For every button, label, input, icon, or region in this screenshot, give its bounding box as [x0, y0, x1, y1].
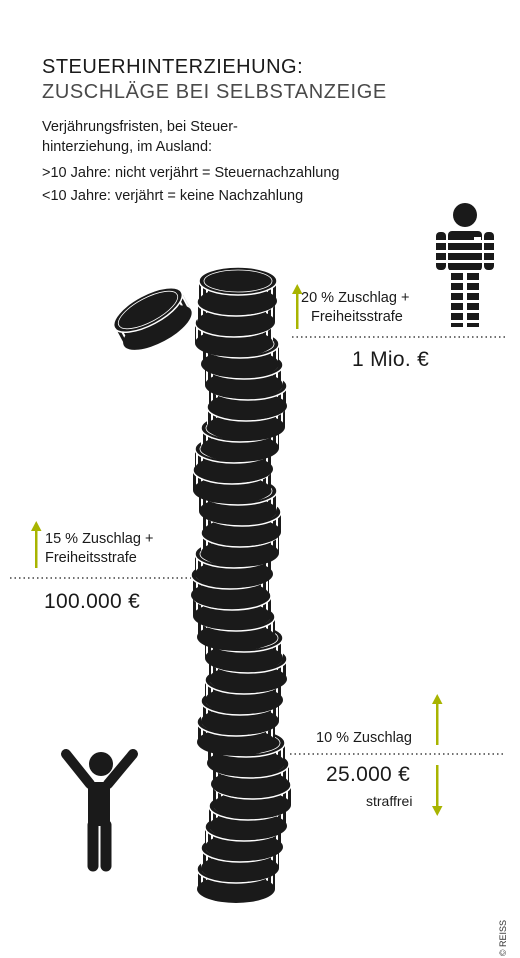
arrow-up-icon — [31, 521, 42, 568]
falling-coin-icon — [107, 279, 198, 359]
threshold-25000-below-label: straffrei — [366, 793, 412, 809]
coin-stack-icon — [191, 267, 291, 903]
threshold-25000-amount: 25.000 € — [326, 763, 410, 787]
copyright: © REISS — [498, 920, 508, 956]
surcharge-line-1: 20 % Zuschlag + — [301, 289, 409, 308]
threshold-1mio-surcharge: 20 % Zuschlag + Freiheitsstrafe — [301, 289, 409, 327]
surcharge-line-2: Freiheitsstrafe — [301, 308, 409, 327]
threshold-100000-amount: 100.000 € — [44, 590, 140, 614]
coin-icon — [199, 267, 277, 315]
cheering-person-icon — [66, 752, 133, 866]
arrow-up-icon — [432, 694, 443, 745]
arrow-down-icon — [432, 765, 443, 816]
threshold-1mio-amount: 1 Mio. € — [352, 348, 429, 372]
surcharge-line-2: Freiheitsstrafe — [45, 549, 153, 568]
surcharge-line-1: 15 % Zuschlag + — [45, 530, 153, 549]
prisoner-icon — [436, 203, 494, 328]
threshold-25000-surcharge: 10 % Zuschlag — [316, 729, 412, 748]
threshold-100000-surcharge: 15 % Zuschlag + Freiheitsstrafe — [45, 530, 153, 568]
